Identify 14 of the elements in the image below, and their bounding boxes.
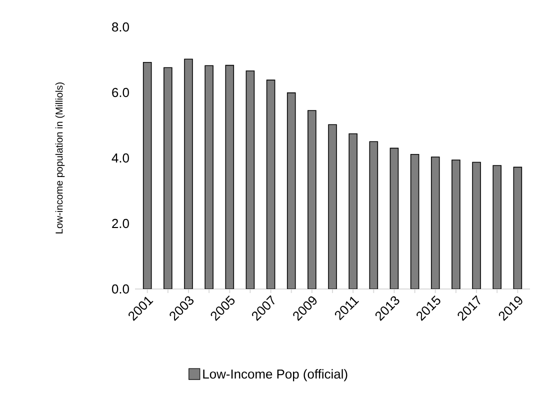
bar bbox=[369, 141, 378, 289]
bar bbox=[266, 80, 276, 289]
bar bbox=[390, 148, 399, 289]
y-tick-label: 2.0 bbox=[112, 218, 129, 228]
legend-label: Low-Income Pop (official) bbox=[203, 369, 348, 382]
bar bbox=[410, 154, 420, 289]
y-tick-label: 0.0 bbox=[112, 284, 129, 294]
y-tick-label: 4.0 bbox=[112, 153, 129, 163]
bar bbox=[513, 166, 522, 289]
y-axis-title: Low-income population in (Milliols) bbox=[55, 82, 65, 234]
bar bbox=[246, 70, 255, 289]
y-tick-label: 6.0 bbox=[112, 88, 129, 98]
y-tick-label: 8.0 bbox=[112, 22, 129, 32]
bar bbox=[142, 62, 152, 289]
